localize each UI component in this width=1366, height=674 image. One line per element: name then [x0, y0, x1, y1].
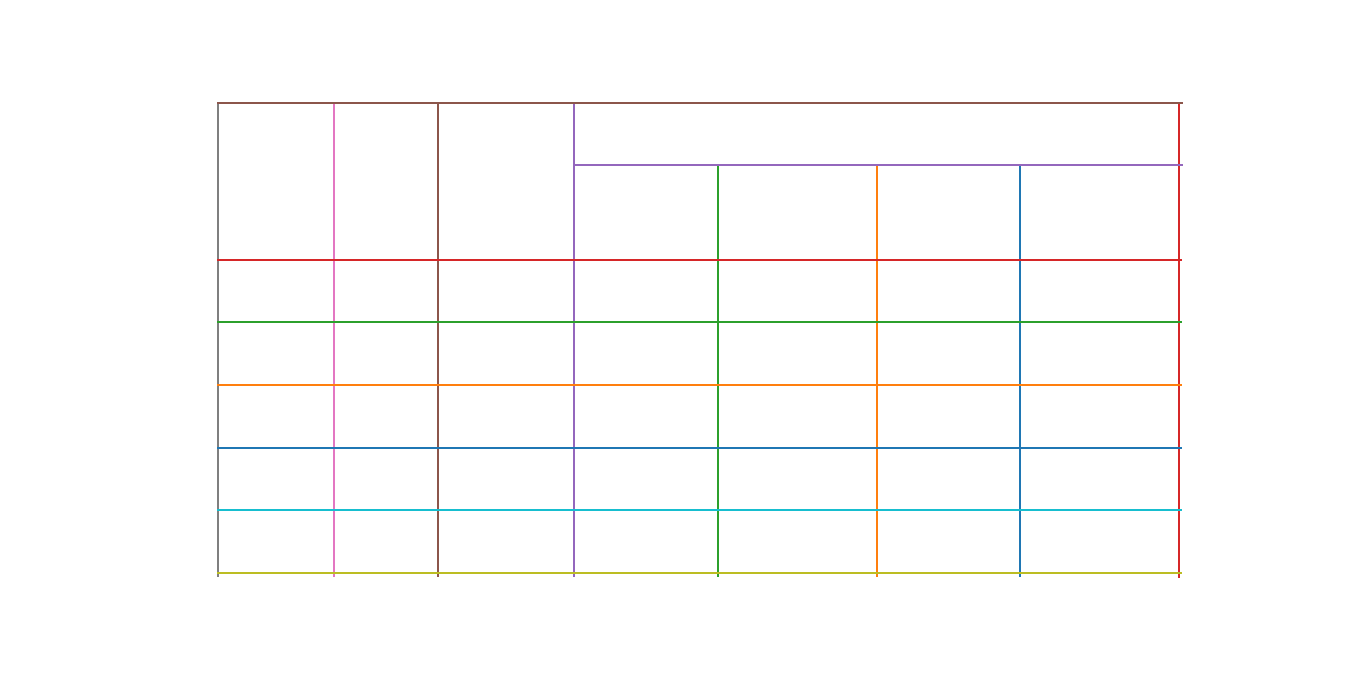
- chart-segment-h-orange: [217, 384, 1182, 386]
- chart-segment-h-red: [217, 259, 1182, 261]
- chart-segment-h-blue: [217, 447, 1182, 449]
- chart-segment-h-brown: [217, 102, 1183, 104]
- chart-segment-h-olive: [217, 572, 1182, 574]
- chart-segment-v-green: [717, 165, 719, 577]
- chart-segment-v-orange: [876, 165, 878, 577]
- chart-segment-v-red: [1178, 103, 1180, 578]
- chart-segment-v-blue: [1019, 165, 1021, 577]
- chart-segment-v-pink: [333, 103, 335, 577]
- chart-segment-h-purple: [574, 164, 1183, 166]
- chart-segment-v-gray: [217, 103, 219, 577]
- chart-segment-h-green: [217, 321, 1182, 323]
- chart-segment-v-purple: [573, 103, 575, 577]
- chart-segment-h-cyan: [217, 509, 1182, 511]
- chart-segment-v-brown: [437, 103, 439, 577]
